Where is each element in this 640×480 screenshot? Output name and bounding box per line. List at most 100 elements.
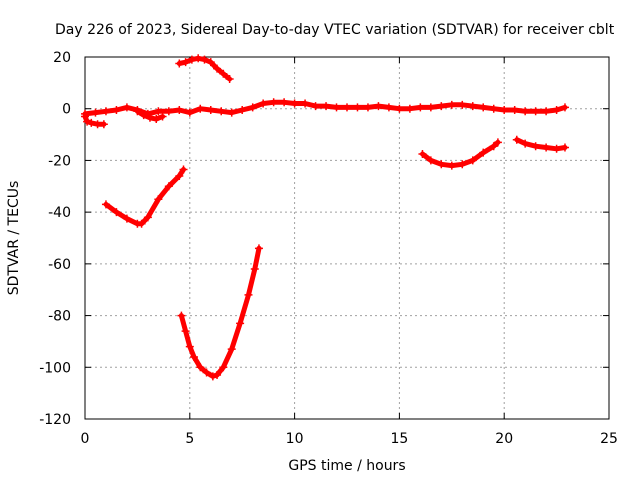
data-point (152, 115, 161, 124)
data-point (196, 363, 205, 372)
data-point (225, 74, 234, 83)
data-point (552, 106, 561, 115)
data-point (158, 112, 167, 121)
data-point (426, 103, 435, 112)
data-point (468, 156, 477, 165)
data-point (560, 143, 569, 152)
y-tick-label: -100 (39, 360, 71, 376)
axis-ticks: 0 5 10 15 20 25 -120 -100 -80 -60 -40 -20 0 20 (39, 50, 618, 447)
x-tick-label: 20 (495, 431, 513, 447)
data-point (489, 142, 498, 151)
y-axis-label: SDTVAR / TECUs (6, 181, 22, 296)
data-point (185, 108, 194, 117)
data-point (560, 103, 569, 112)
data-point (405, 104, 414, 113)
x-tick-label: 5 (185, 431, 194, 447)
data-point (196, 104, 205, 113)
data-point (206, 106, 215, 115)
data-point (248, 103, 257, 112)
data-point (542, 107, 551, 116)
data-point (164, 182, 173, 191)
data-segment (512, 135, 569, 153)
data-segment (175, 54, 234, 83)
data-segment (81, 112, 108, 129)
data-point (531, 107, 540, 116)
data-point (521, 139, 530, 148)
data-point (531, 142, 540, 151)
data-point (87, 118, 96, 127)
data-point (164, 107, 173, 116)
data-segment (101, 165, 188, 228)
data-point (447, 100, 456, 109)
data-point (202, 368, 211, 377)
data-point (101, 107, 110, 116)
data-point (112, 208, 121, 217)
data-point (479, 103, 488, 112)
y-tick-label: -40 (48, 205, 71, 221)
y-tick-label: -120 (39, 412, 71, 428)
data-point (458, 100, 467, 109)
data-point (213, 371, 222, 380)
plot-frame (84, 56, 610, 420)
data-point (363, 103, 372, 112)
data-point (510, 106, 519, 115)
data-point (458, 160, 467, 169)
data-point (489, 104, 498, 113)
data-segment (177, 244, 263, 381)
data-point (81, 109, 89, 118)
data-point (250, 265, 259, 274)
data-point (154, 107, 163, 116)
data-point (280, 98, 289, 107)
data-point (353, 103, 362, 112)
data-point (185, 342, 194, 351)
data-point (437, 160, 446, 169)
data-point (447, 161, 456, 170)
data-point (437, 102, 446, 111)
data-point (219, 363, 228, 372)
data-point (468, 102, 477, 111)
data-point (238, 106, 247, 115)
grid-lines (85, 57, 609, 419)
x-tick-label: 0 (81, 431, 90, 447)
data-point (175, 171, 184, 180)
data-point (374, 102, 383, 111)
data-point (181, 58, 190, 67)
data-point (145, 113, 154, 122)
data-point (175, 59, 184, 68)
data-point (521, 107, 530, 116)
data-point (139, 111, 148, 120)
data-point (426, 156, 435, 165)
data-point (175, 106, 184, 115)
x-tick-label: 10 (286, 431, 304, 447)
data-point (219, 69, 228, 78)
data-point (418, 149, 427, 158)
x-axis-label: GPS time / hours (288, 458, 405, 474)
chart-title: Day 226 of 2023, Sidereal Day-to-day VTE… (55, 22, 615, 38)
data-point (343, 103, 351, 112)
data-segment (418, 138, 502, 170)
data-point (154, 195, 163, 204)
data-point (137, 219, 146, 228)
data-point (290, 99, 299, 108)
data-point (493, 138, 502, 147)
data-point (227, 345, 236, 354)
data-point (101, 200, 110, 209)
data-point (177, 311, 186, 320)
data-point (143, 213, 152, 222)
data-point (122, 214, 131, 223)
data-point (552, 144, 561, 153)
data-point (112, 106, 121, 115)
y-tick-label: -60 (48, 257, 71, 273)
data-point (416, 103, 425, 112)
data-point (254, 244, 263, 253)
data-point (384, 103, 393, 112)
x-tick-label: 25 (600, 431, 618, 447)
data-point (332, 103, 341, 112)
x-tick-label: 15 (390, 431, 408, 447)
data-point (322, 102, 331, 111)
data-point (269, 98, 278, 107)
data-point (179, 165, 188, 174)
data-point (181, 327, 190, 336)
data-point (213, 64, 222, 73)
